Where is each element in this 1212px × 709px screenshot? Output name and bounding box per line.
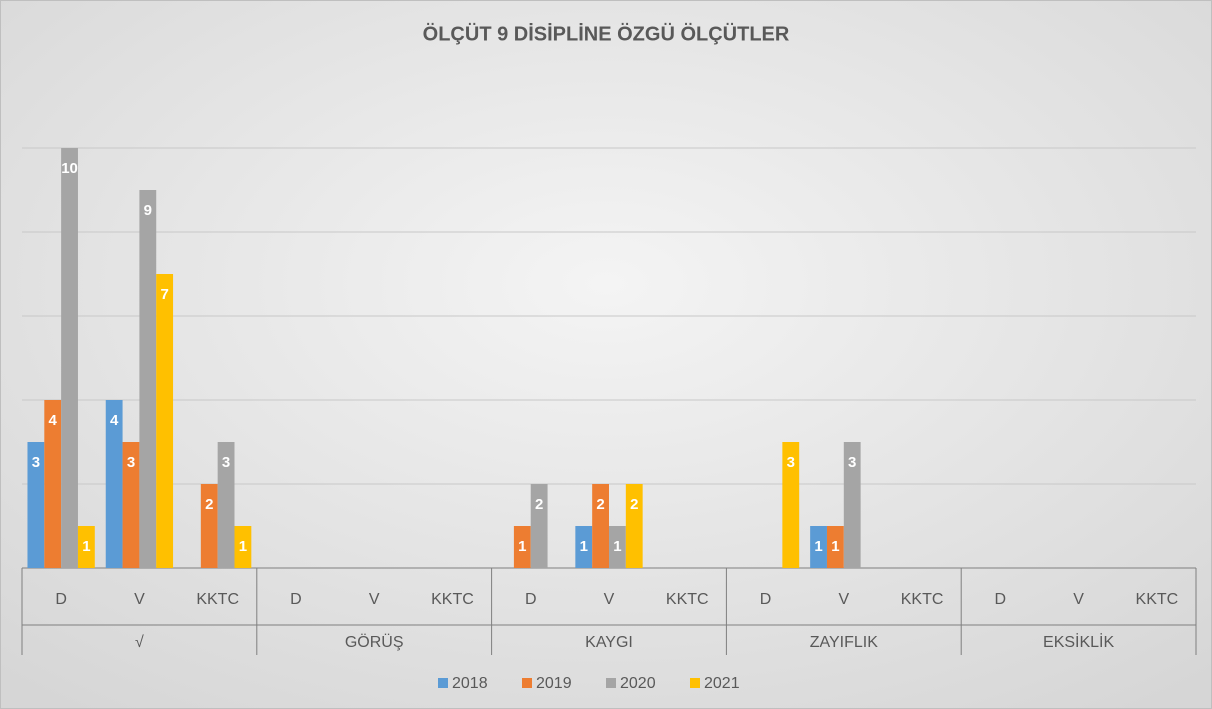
data-label: 3	[222, 454, 230, 471]
data-label: 3	[127, 454, 135, 471]
data-label: 3	[32, 454, 40, 471]
legend-label: 2020	[620, 675, 656, 692]
legend-swatch	[522, 678, 532, 688]
bar	[61, 148, 78, 568]
x-tick-label: D	[55, 591, 67, 608]
data-label: 4	[110, 412, 119, 429]
data-label: 3	[787, 454, 795, 471]
x-tick-label: V	[838, 591, 849, 608]
x-tick-label: V	[134, 591, 145, 608]
bar	[139, 190, 157, 568]
group-label: GÖRÜŞ	[345, 633, 404, 651]
bar	[217, 442, 235, 568]
bar	[27, 442, 45, 568]
chart-title: ÖLÇÜT 9 DİSİPLİNE ÖZGÜ ÖLÇÜTLER	[423, 22, 790, 45]
x-tick-label: V	[604, 591, 615, 608]
data-label: 2	[535, 496, 543, 513]
bar	[592, 484, 609, 568]
data-label: 10	[61, 160, 78, 177]
bar	[122, 442, 140, 568]
bar	[609, 526, 626, 568]
x-tick-label: KKTC	[901, 591, 944, 608]
data-label: 1	[613, 538, 621, 555]
data-label: 2	[205, 496, 213, 513]
legend-swatch	[690, 678, 700, 688]
bar	[782, 442, 800, 568]
group-label: EKSİKLİK	[1043, 632, 1114, 651]
x-tick-label: V	[369, 591, 380, 608]
x-tick-label: KKTC	[431, 591, 474, 608]
bar	[625, 484, 643, 568]
legend-label: 2018	[452, 675, 488, 692]
data-label: 1	[814, 538, 822, 555]
data-label: 4	[49, 412, 58, 429]
bar	[530, 484, 548, 568]
bar	[513, 526, 531, 568]
data-label: 1	[239, 538, 247, 555]
data-label: 3	[848, 454, 856, 471]
data-label: 7	[160, 286, 168, 303]
x-tick-label: KKTC	[196, 591, 239, 608]
data-label: 2	[630, 496, 638, 513]
x-tick-label: D	[290, 591, 302, 608]
bar	[234, 526, 252, 568]
legend-swatch	[438, 678, 448, 688]
group-label: ZAYIFLIK	[810, 634, 878, 651]
data-label: 1	[82, 538, 90, 555]
x-tick-label: KKTC	[1136, 591, 1179, 608]
x-tick-label: D	[525, 591, 537, 608]
data-label: 1	[518, 538, 526, 555]
group-label: √	[135, 634, 144, 651]
bar	[44, 400, 62, 568]
data-label: 2	[596, 496, 604, 513]
legend-swatch	[606, 678, 616, 688]
data-label: 1	[831, 538, 839, 555]
legend-label: 2019	[536, 675, 572, 692]
x-tick-label: V	[1073, 591, 1084, 608]
bar	[105, 400, 123, 568]
bar	[77, 526, 95, 568]
bar	[200, 484, 218, 568]
data-label: 1	[580, 538, 588, 555]
bar	[843, 442, 861, 568]
x-tick-label: D	[760, 591, 772, 608]
bar	[826, 526, 844, 568]
bar	[810, 526, 827, 568]
group-label: KAYGI	[585, 634, 633, 651]
data-label: 9	[144, 202, 152, 219]
bar	[575, 526, 593, 568]
x-tick-label: D	[995, 591, 1007, 608]
legend-label: 2021	[704, 675, 740, 692]
x-tick-label: KKTC	[666, 591, 709, 608]
bar	[156, 274, 174, 568]
